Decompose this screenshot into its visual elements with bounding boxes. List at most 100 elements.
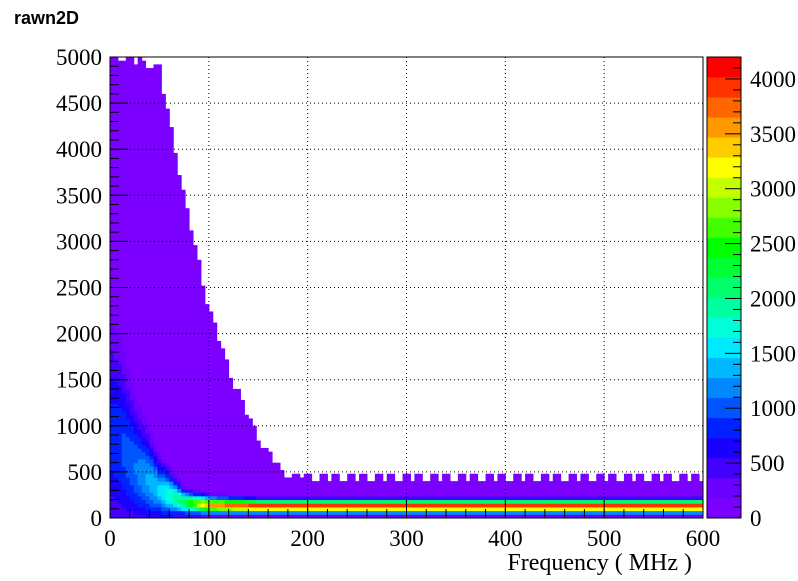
heatmap-cell <box>410 492 415 497</box>
heatmap-cell <box>576 492 581 497</box>
heatmap-cell <box>465 481 471 486</box>
heatmap-cell <box>279 495 285 501</box>
heatmap-cell <box>232 433 237 438</box>
heatmap-cell <box>248 455 253 460</box>
heatmap-cell <box>169 311 174 316</box>
heatmap-cell <box>212 506 218 512</box>
heatmap-cell <box>200 418 206 423</box>
heatmap-cell <box>327 481 332 486</box>
heatmap-cell <box>137 289 143 294</box>
heatmap-cell <box>117 175 123 180</box>
heatmap-cell <box>161 222 166 228</box>
heatmap-cell <box>177 208 182 213</box>
heatmap-cell <box>117 134 123 139</box>
heatmap-cell <box>125 167 131 172</box>
heatmap-cell <box>663 481 668 486</box>
heatmap-cell <box>363 477 368 482</box>
heatmap-cell <box>117 234 123 239</box>
heatmap-cell <box>185 304 190 309</box>
heatmap-cell <box>110 108 115 113</box>
heatmap-cell <box>117 211 123 217</box>
heatmap-cell <box>157 506 162 512</box>
heatmap-cell <box>623 473 629 478</box>
heatmap-cell <box>683 484 688 489</box>
heatmap-cell <box>604 495 609 501</box>
heatmap-cell <box>121 68 127 73</box>
heatmap-cell <box>133 322 139 327</box>
heatmap-cell <box>165 451 170 456</box>
heatmap-cell <box>173 484 178 489</box>
heatmap-cell <box>149 104 154 110</box>
heatmap-cell <box>137 374 143 379</box>
heatmap-cell <box>165 488 170 493</box>
heatmap-cell <box>177 215 182 220</box>
heatmap-cell <box>153 278 158 283</box>
heatmap-cell <box>651 514 657 519</box>
heatmap-cell <box>208 414 214 419</box>
heatmap-cell <box>145 145 151 150</box>
heatmap-cell <box>659 510 664 515</box>
heatmap-cell <box>568 499 574 504</box>
heatmap-cell <box>212 411 218 416</box>
heatmap-cell <box>141 281 147 287</box>
heatmap-cell <box>113 263 119 268</box>
heatmap-cell <box>117 104 123 110</box>
heatmap-cell <box>331 484 336 489</box>
heatmap-cell <box>580 492 585 497</box>
heatmap-cell <box>169 141 174 147</box>
heatmap-cell <box>129 329 135 335</box>
heatmap-cell <box>110 226 115 231</box>
heatmap-cell <box>165 270 170 276</box>
heatmap-cell <box>157 429 162 434</box>
heatmap-cell <box>165 289 170 294</box>
heatmap-cell <box>216 492 222 497</box>
heatmap-cell <box>129 156 135 161</box>
heatmap-cell <box>181 484 186 489</box>
heatmap-cell <box>165 329 170 335</box>
heatmap-cell <box>177 245 182 250</box>
heatmap-cell <box>311 506 317 512</box>
heatmap-cell <box>359 492 364 497</box>
heatmap-cell <box>430 514 435 519</box>
heatmap-cell <box>639 510 645 515</box>
heatmap-cell <box>153 101 158 106</box>
heatmap-cell <box>627 477 633 482</box>
heatmap-cell <box>141 178 147 183</box>
heatmap-cell <box>125 363 131 368</box>
heatmap-cell <box>204 425 210 430</box>
heatmap-cell <box>169 333 174 338</box>
heatmap-cell <box>141 259 147 265</box>
heatmap-cell <box>469 492 475 497</box>
heatmap-cell <box>129 370 135 375</box>
heatmap-cell <box>185 326 190 331</box>
heatmap-cell <box>208 366 214 371</box>
heatmap-cell <box>319 514 324 519</box>
heatmap-cell <box>145 440 151 445</box>
heatmap-cell <box>165 237 170 242</box>
heatmap-cell <box>141 197 147 202</box>
heatmap-cell <box>157 307 162 312</box>
heatmap-cell <box>133 86 139 91</box>
heatmap-cell <box>193 451 198 456</box>
heatmap-cell <box>196 333 202 338</box>
heatmap-cell <box>181 252 186 257</box>
heatmap-cell <box>157 134 162 139</box>
heatmap-cell <box>343 510 348 515</box>
heatmap-cell <box>185 422 190 427</box>
heatmap-cell <box>564 506 570 512</box>
heatmap-cell <box>145 104 151 110</box>
heatmap-cell <box>185 359 190 364</box>
heatmap-cell <box>623 492 629 497</box>
heatmap-cell <box>141 219 147 224</box>
heatmap-cell <box>193 311 198 316</box>
heatmap-cell <box>117 363 123 368</box>
heatmap-cell <box>149 396 154 401</box>
heatmap-cell <box>153 329 158 335</box>
heatmap-cell <box>394 499 400 504</box>
heatmap-cell <box>588 506 593 512</box>
heatmap-cell <box>141 274 147 279</box>
heatmap-cell <box>157 197 162 202</box>
heatmap-cell <box>113 329 119 335</box>
heatmap-cell <box>212 337 218 342</box>
heatmap-cell <box>228 458 234 464</box>
